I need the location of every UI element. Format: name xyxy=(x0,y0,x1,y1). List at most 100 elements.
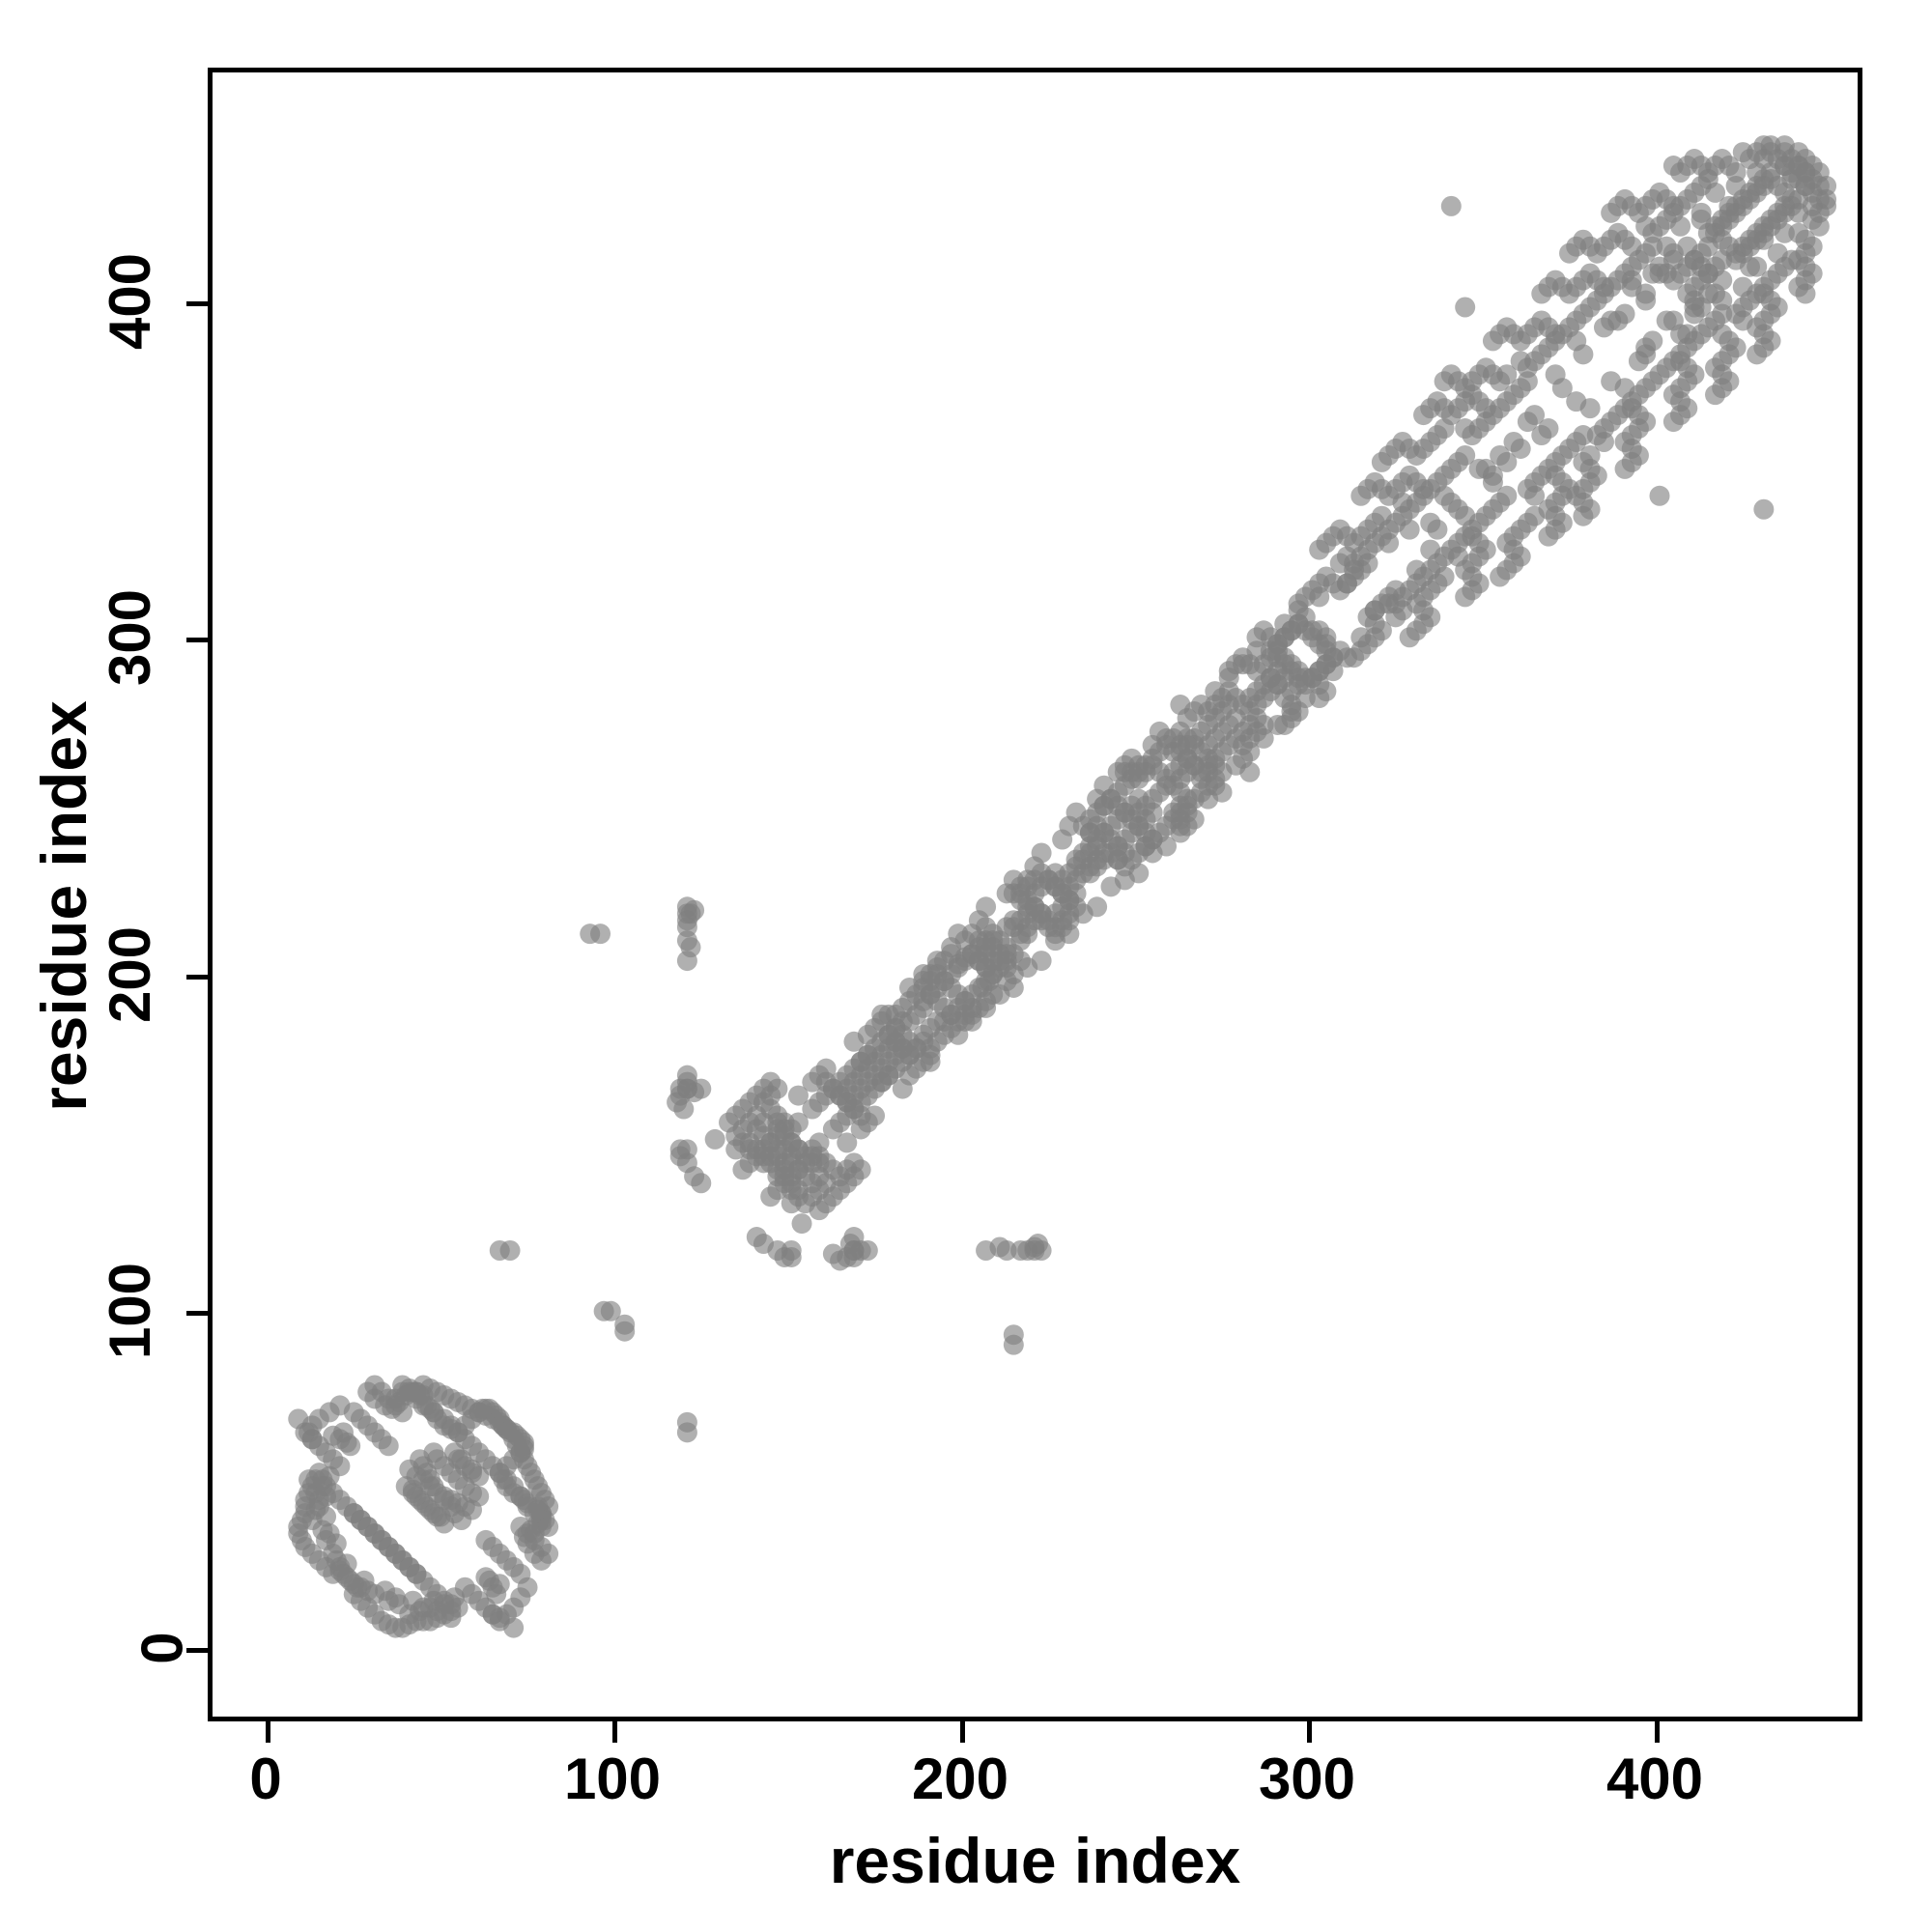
data-point xyxy=(1579,398,1601,419)
data-point xyxy=(340,1435,361,1457)
data-point xyxy=(1218,668,1239,689)
data-point xyxy=(1440,195,1462,216)
data-point xyxy=(760,1186,781,1208)
data-point xyxy=(593,1300,614,1321)
y-tick-text: 400 xyxy=(97,252,162,351)
data-point xyxy=(961,1010,982,1032)
data-point xyxy=(941,937,962,958)
data-point xyxy=(913,964,934,985)
data-point xyxy=(1378,532,1400,554)
y-tick-text: 300 xyxy=(97,588,162,687)
x-axis-tick-label: 400 xyxy=(1605,1747,1704,1811)
data-point xyxy=(378,1435,399,1457)
data-point xyxy=(1468,458,1490,479)
data-point xyxy=(1482,471,1503,493)
data-point xyxy=(1336,647,1357,668)
data-point xyxy=(822,1119,843,1140)
x-axis-tick-label: 0 xyxy=(249,1747,282,1811)
data-point xyxy=(1316,634,1337,655)
data-point xyxy=(1420,512,1441,533)
data-point xyxy=(475,1567,497,1588)
plot-panel xyxy=(208,68,1862,1721)
data-point xyxy=(1802,195,1823,216)
data-point xyxy=(1044,930,1065,952)
data-point xyxy=(614,1321,636,1342)
data-point xyxy=(996,883,1017,904)
data-point xyxy=(781,1246,802,1267)
data-point xyxy=(1010,1240,1032,1261)
data-point xyxy=(343,1402,364,1423)
y-axis-tick xyxy=(186,1311,208,1316)
data-point xyxy=(1274,613,1295,635)
data-point xyxy=(1100,876,1122,897)
data-point xyxy=(753,1234,774,1255)
data-point xyxy=(434,1513,455,1534)
data-point xyxy=(802,1098,823,1120)
data-point xyxy=(1302,620,1322,641)
data-point xyxy=(1253,727,1274,749)
data-point xyxy=(1065,802,1087,823)
data-point xyxy=(1128,863,1150,884)
data-point xyxy=(1233,654,1254,675)
data-point xyxy=(1294,688,1316,709)
data-point xyxy=(1288,600,1309,621)
data-point xyxy=(1246,640,1267,662)
data-point xyxy=(1267,714,1289,735)
data-point xyxy=(1635,337,1657,358)
data-point xyxy=(357,1381,379,1403)
data-point xyxy=(1170,695,1191,716)
data-point xyxy=(1406,559,1427,581)
data-point xyxy=(1205,681,1226,702)
data-point xyxy=(1517,412,1538,433)
y-tick-text: 0 xyxy=(129,1632,195,1664)
data-point xyxy=(982,930,1004,952)
data-point xyxy=(1211,781,1233,803)
data-point xyxy=(1566,330,1587,352)
data-point xyxy=(1795,175,1816,196)
data-point xyxy=(308,1463,329,1484)
y-tick-text: 100 xyxy=(97,1262,162,1360)
data-point xyxy=(1122,748,1143,769)
data-point xyxy=(898,977,920,998)
data-point xyxy=(530,1503,552,1524)
data-point xyxy=(1024,856,1045,877)
data-point xyxy=(669,1139,691,1160)
data-point xyxy=(336,1553,357,1575)
data-point xyxy=(843,1152,865,1174)
data-point xyxy=(1607,310,1629,331)
data-point xyxy=(676,896,697,918)
data-point xyxy=(1455,297,1476,318)
data-point xyxy=(704,1128,725,1150)
data-point xyxy=(1690,209,1712,230)
data-point xyxy=(475,1529,497,1550)
data-point xyxy=(926,951,948,972)
data-point xyxy=(1767,242,1788,264)
data-point xyxy=(1496,451,1518,472)
y-tick-text: 200 xyxy=(97,925,162,1024)
data-point xyxy=(447,1597,469,1618)
data-point xyxy=(809,1152,830,1174)
x-axis-tick xyxy=(960,1721,965,1743)
data-point xyxy=(1031,1240,1052,1261)
data-point xyxy=(1385,580,1406,601)
x-axis-tick xyxy=(1307,1721,1312,1743)
data-point xyxy=(406,1381,427,1403)
x-axis-tick xyxy=(266,1721,270,1743)
x-axis-tick-label: 100 xyxy=(563,1747,662,1811)
data-point xyxy=(513,1438,534,1460)
scatter-series-contacts xyxy=(288,135,1837,1638)
data-point xyxy=(1149,721,1170,742)
data-point xyxy=(843,1031,865,1052)
data-point xyxy=(1753,229,1775,250)
data-point xyxy=(1579,444,1601,466)
data-point xyxy=(996,917,1017,938)
data-point xyxy=(1496,364,1518,385)
data-point xyxy=(1017,957,1038,979)
data-point xyxy=(1455,444,1476,466)
data-point xyxy=(781,1193,802,1214)
data-point xyxy=(1420,539,1441,560)
data-point xyxy=(1753,149,1775,170)
data-point xyxy=(822,1243,843,1264)
y-axis-tick xyxy=(186,638,208,642)
